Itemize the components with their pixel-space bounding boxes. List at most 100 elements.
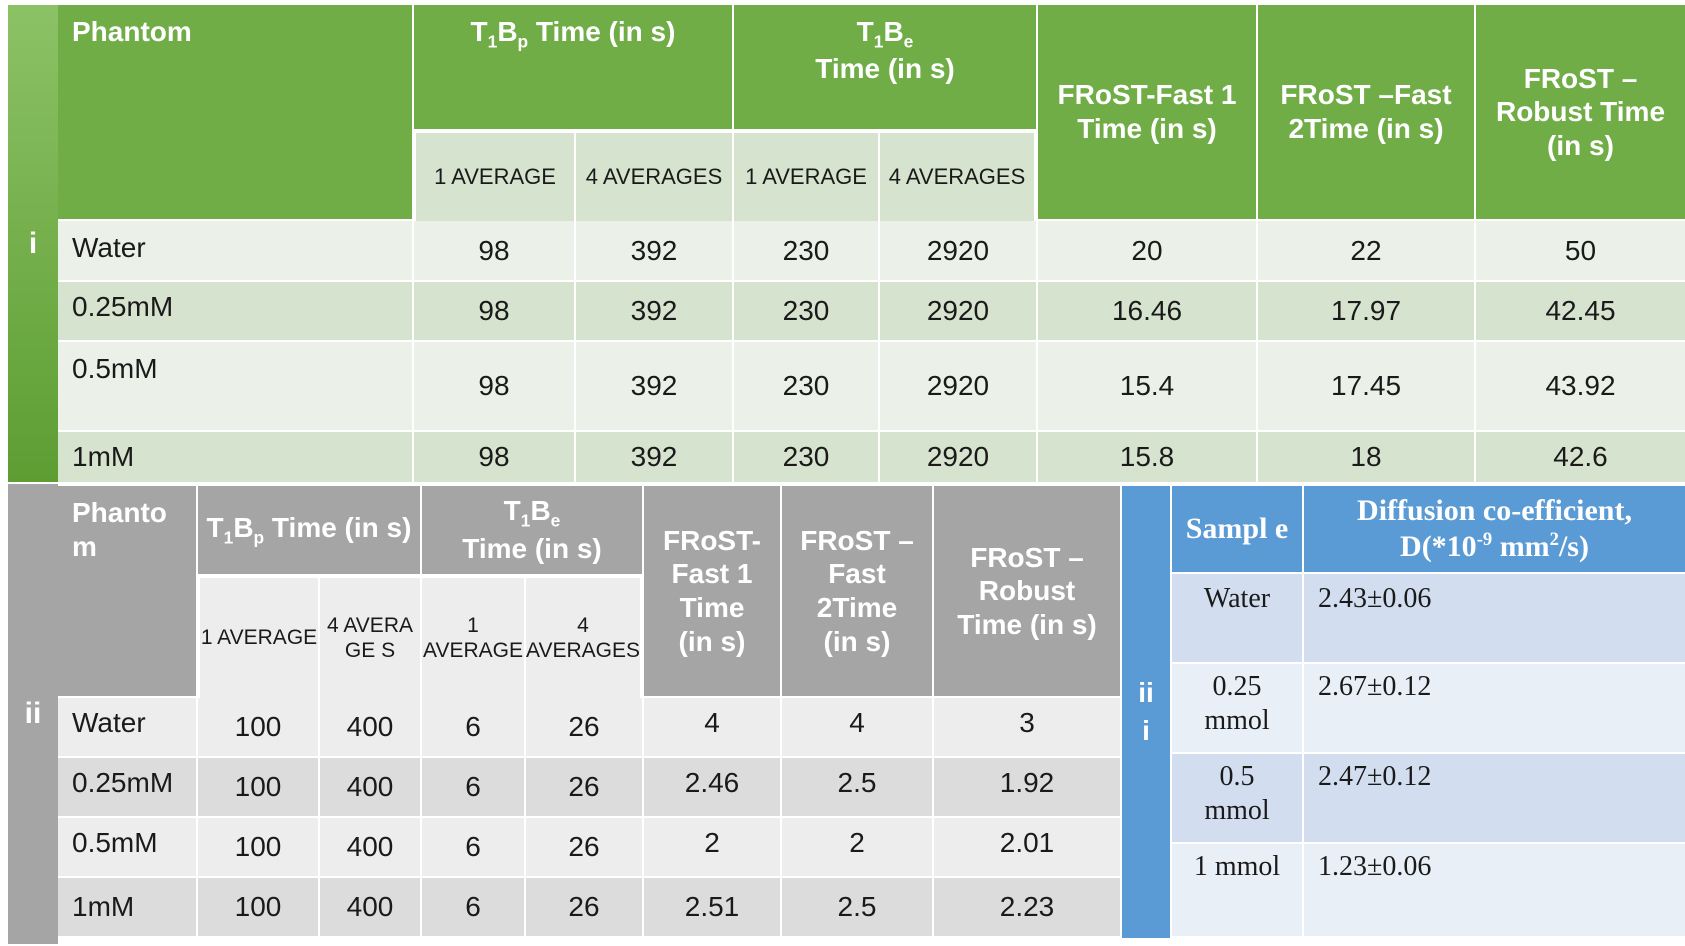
row-label: 0.25mM	[58, 282, 412, 340]
cell-frost-robust: 50	[1476, 221, 1685, 280]
cell-frost-fast2: 17.45	[1258, 342, 1474, 430]
cell-frost-fast2: 17.97	[1258, 282, 1474, 340]
table-i-side-label: i	[8, 5, 58, 482]
cell-4avg-b: 26	[526, 878, 642, 936]
cell-1avg-b: 6	[422, 758, 524, 816]
table-i-header-t1bp: T1Bp Time (in s)	[414, 5, 732, 129]
cell-1avg: 98	[414, 432, 574, 482]
t1be-header-label-line1: T1Be	[503, 495, 561, 532]
table-i-header-frost-robust: FRoST – Robust Time (in s)	[1476, 5, 1685, 219]
cell-frost-robust: 1.92	[934, 758, 1120, 816]
cell-frost-fast1: 4	[644, 698, 780, 756]
table-i: i Phantom T1Bp Time (in s) T1Be Time (in…	[8, 5, 1685, 482]
cell-1avg-b: 230	[734, 221, 878, 280]
table-iii-header-sample: Sampl e	[1172, 486, 1302, 572]
t1be-header-label-line1: T1Be	[856, 16, 914, 52]
cell-1avg-b: 6	[422, 878, 524, 936]
cell-4avg-b: 2920	[880, 342, 1036, 430]
row-label: Water	[58, 221, 412, 280]
cell-frost-fast1: 15.8	[1038, 432, 1256, 482]
row-label: Water	[58, 698, 196, 756]
table-i-subheader-1avg: 1 AVERAGE	[416, 133, 574, 221]
table-ii-subheader-4avg: 4 AVERAGE S	[320, 578, 420, 698]
diffusion-cell: 2.47±0.12	[1304, 754, 1685, 842]
row-label: 1mM	[58, 432, 412, 482]
table-iii-side-label: ii i	[1122, 486, 1170, 938]
t1bp-header-label: T1Bp Time (in s)	[206, 512, 412, 548]
cell-1avg-b: 230	[734, 282, 878, 340]
row-label: 0.25mM	[58, 758, 196, 816]
cell-1avg: 98	[414, 221, 574, 280]
table-ii-subheader-4avg-b: 4 AVERAGES	[526, 578, 640, 698]
table-ii-header-t1bp: T1Bp Time (in s)	[198, 486, 420, 574]
cell-1avg: 100	[198, 758, 318, 816]
cell-4avg: 400	[320, 758, 420, 816]
cell-frost-robust: 43.92	[1476, 342, 1685, 430]
sample-cell: 0.25 mmol	[1172, 664, 1302, 752]
cell-frost-fast2: 4	[782, 698, 932, 756]
t1be-header-label-line2: Time (in s)	[462, 532, 602, 564]
cell-4avg-b: 26	[526, 818, 642, 876]
table-ii-header-frost-fast1: FRoST- Fast 1 Time (in s)	[644, 486, 780, 696]
table-ii-header-t1be: T1Be Time (in s)	[422, 486, 642, 574]
cell-4avg-b: 2920	[880, 221, 1036, 280]
cell-frost-fast1: 15.4	[1038, 342, 1256, 430]
table-ii-subheader-1avg: 1 AVERAGE	[200, 578, 318, 698]
cell-frost-fast2: 2.5	[782, 878, 932, 936]
cell-frost-robust: 2.01	[934, 818, 1120, 876]
diffusion-header-line1: Diffusion co-efficient,	[1357, 494, 1632, 527]
cell-frost-robust: 3	[934, 698, 1120, 756]
cell-4avg-b: 26	[526, 698, 642, 756]
cell-frost-fast1: 16.46	[1038, 282, 1256, 340]
table-i-header-phantom: Phantom	[58, 5, 412, 219]
table-ii-header-phantom: Phanto m	[58, 486, 196, 696]
cell-1avg: 100	[198, 818, 318, 876]
table-ii-header-frost-robust: FRoST – Robust Time (in s)	[934, 486, 1120, 696]
cell-1avg: 100	[198, 698, 318, 756]
diffusion-cell: 2.67±0.12	[1304, 664, 1685, 752]
cell-frost-robust: 42.45	[1476, 282, 1685, 340]
cell-frost-fast1: 2	[644, 818, 780, 876]
cell-frost-fast2: 18	[1258, 432, 1474, 482]
table-iii: ii i Sampl e Diffusion co-efficient, D(*…	[1122, 486, 1685, 938]
diffusion-header-line2: D(*10-9 mm2/s)	[1400, 529, 1589, 563]
cell-frost-fast1: 2.51	[644, 878, 780, 936]
row-label: 0.5mM	[58, 342, 412, 430]
diffusion-cell: 1.23±0.06	[1304, 844, 1685, 936]
cell-1avg-b: 6	[422, 698, 524, 756]
diffusion-cell: 2.43±0.06	[1304, 574, 1685, 662]
sample-cell: Water	[1172, 574, 1302, 662]
cell-4avg: 400	[320, 818, 420, 876]
row-label: 0.5mM	[58, 818, 196, 876]
phantom-header-label: Phantom	[72, 16, 192, 47]
t1be-header-label-line2: Time (in s)	[815, 53, 955, 85]
cell-4avg-b: 2920	[880, 282, 1036, 340]
cell-4avg: 392	[576, 342, 732, 430]
t1bp-header-label: T1Bp Time (in s)	[470, 16, 676, 52]
table-i-header-t1be: T1Be Time (in s)	[734, 5, 1036, 129]
row-label: 1mM	[58, 878, 196, 936]
cell-frost-fast2: 2	[782, 818, 932, 876]
cell-4avg: 392	[576, 221, 732, 280]
table-ii-header-frost-fast2: FRoST – Fast 2Time (in s)	[782, 486, 932, 696]
cell-frost-fast2: 2.5	[782, 758, 932, 816]
cell-1avg: 100	[198, 878, 318, 936]
cell-frost-fast2: 22	[1258, 221, 1474, 280]
cell-frost-robust: 42.6	[1476, 432, 1685, 482]
table-ii: ii Phanto m T1Bp Time (in s) T1Be Time (…	[0, 484, 1122, 946]
cell-4avg: 400	[320, 878, 420, 936]
cell-4avg: 400	[320, 698, 420, 756]
table-i-header-frost-fast2: FRoST –Fast 2Time (in s)	[1258, 5, 1474, 219]
cell-4avg: 392	[576, 432, 732, 482]
table-i-subheader-4avg-b: 4 AVERAGES	[880, 133, 1034, 221]
cell-frost-robust: 2.23	[934, 878, 1120, 936]
table-i-header-frost-fast1: FRoST-Fast 1 Time (in s)	[1038, 5, 1256, 219]
cell-1avg: 98	[414, 282, 574, 340]
sample-cell: 0.5 mmol	[1172, 754, 1302, 842]
table-ii-side-label: ii	[8, 484, 58, 944]
cell-frost-fast1: 20	[1038, 221, 1256, 280]
table-ii-subheader-1avg-b: 1 AVERAGE	[422, 578, 524, 698]
cell-frost-fast1: 2.46	[644, 758, 780, 816]
table-iii-header-diffusion: Diffusion co-efficient, D(*10-9 mm2/s)	[1304, 486, 1685, 572]
sample-cell: 1 mmol	[1172, 844, 1302, 936]
